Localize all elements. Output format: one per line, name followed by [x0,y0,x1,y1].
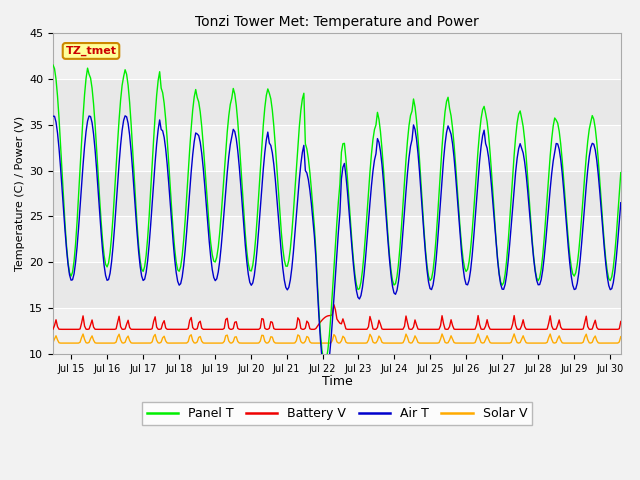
Panel T [575,249,582,254]
Panel T [303,146,310,152]
Battery V [445,324,453,329]
Title: Tonzi Tower Met: Temperature and Power: Tonzi Tower Met: Temperature and Power [195,15,479,29]
Panel T [321,360,329,366]
Solar V [617,334,625,339]
Solar V [75,340,83,346]
Panel T [465,259,473,264]
Solar V [465,340,473,346]
Line: Solar V: Solar V [53,334,621,343]
Line: Battery V: Battery V [53,305,621,329]
Panel T [617,170,625,176]
Battery V [467,326,474,332]
Panel T [201,162,209,168]
Air T [49,113,57,119]
Y-axis label: Temperature (C) / Power (V): Temperature (C) / Power (V) [15,116,25,271]
Battery V [75,326,83,332]
Battery V [49,326,57,332]
X-axis label: Time: Time [321,375,352,388]
Solar V [63,340,70,346]
Air T [202,202,210,207]
Battery V [305,320,312,326]
Air T [321,373,329,379]
Air T [121,113,129,119]
Air T [305,177,312,182]
Bar [53,33,621,79]
Line: Air T: Air T [53,116,621,376]
Air T [73,244,81,250]
Battery V [202,326,210,332]
Battery V [61,326,69,332]
Panel T [49,62,57,68]
Line: Panel T: Panel T [53,65,621,363]
Bar [53,216,621,263]
Solar V [305,335,312,340]
Panel T [444,95,452,100]
Air T [445,127,453,132]
Bar [53,308,621,354]
Battery V [330,302,338,308]
Solar V [49,340,57,346]
Solar V [202,340,210,346]
Text: TZ_tmet: TZ_tmet [65,46,116,56]
Legend: Panel T, Battery V, Air T, Solar V: Panel T, Battery V, Air T, Solar V [141,402,532,425]
Air T [617,200,625,205]
Bar [53,125,621,170]
Solar V [577,340,584,346]
Panel T [73,219,81,225]
Solar V [444,340,452,346]
Battery V [617,319,625,324]
Air T [577,256,584,262]
Battery V [577,326,584,332]
Air T [467,267,474,273]
Solar V [474,331,482,337]
